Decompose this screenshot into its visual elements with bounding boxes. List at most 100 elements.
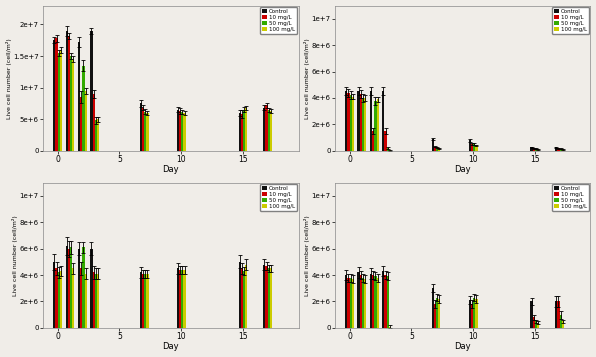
Bar (268, 268, 270, 328)
Bar (80, 268, 82, 328)
Bar (530, 301, 533, 328)
Bar (142, 108, 144, 151)
Bar (562, 150, 564, 151)
Bar (387, 276, 389, 328)
Bar (535, 321, 537, 328)
Bar (370, 91, 372, 151)
Bar (147, 113, 148, 151)
Bar (468, 300, 471, 328)
Bar (238, 113, 241, 151)
Bar (90, 249, 92, 328)
Bar (370, 274, 372, 328)
Bar (377, 278, 378, 328)
Bar (92, 272, 95, 328)
Bar (68, 36, 70, 151)
Bar (78, 42, 80, 151)
Bar (374, 276, 377, 328)
Bar (245, 108, 247, 151)
Bar (438, 148, 440, 151)
Bar (90, 31, 92, 151)
Bar (241, 268, 243, 328)
Bar (80, 97, 82, 151)
Bar (555, 301, 557, 328)
Bar (147, 274, 148, 328)
Bar (72, 268, 74, 328)
Bar (389, 150, 391, 151)
Bar (476, 146, 477, 151)
Bar (382, 91, 384, 151)
Bar (58, 272, 60, 328)
Bar (179, 270, 181, 328)
Bar (70, 247, 72, 328)
Bar (533, 148, 535, 151)
X-axis label: Day: Day (162, 165, 179, 174)
Bar (243, 271, 245, 328)
Bar (364, 98, 367, 151)
Bar (436, 147, 438, 151)
Bar (557, 148, 560, 151)
Bar (144, 274, 147, 328)
Bar (352, 97, 354, 151)
Bar (377, 99, 378, 151)
Bar (358, 91, 360, 151)
Bar (350, 278, 352, 328)
Bar (55, 268, 58, 328)
Bar (358, 272, 360, 328)
Bar (530, 147, 533, 151)
Bar (352, 279, 354, 328)
Bar (537, 150, 539, 151)
Bar (372, 131, 374, 151)
Bar (270, 111, 272, 151)
Bar (97, 119, 99, 151)
Bar (362, 278, 364, 328)
Bar (471, 304, 473, 328)
Bar (387, 148, 389, 151)
Bar (557, 301, 560, 328)
Bar (471, 144, 473, 151)
Bar (139, 104, 142, 151)
Bar (265, 105, 268, 151)
Bar (347, 93, 350, 151)
Bar (60, 271, 62, 328)
Bar (562, 321, 564, 328)
Bar (364, 279, 367, 328)
Bar (345, 91, 347, 151)
Bar (78, 249, 80, 328)
Bar (95, 120, 97, 151)
Y-axis label: Live cell number (cell/m²): Live cell number (cell/m²) (304, 215, 310, 296)
X-axis label: Day: Day (454, 342, 471, 351)
Bar (142, 274, 144, 328)
Bar (537, 323, 539, 328)
Legend: Control, 10 mg/L, 50 mg/L, 100 mg/L: Control, 10 mg/L, 50 mg/L, 100 mg/L (260, 7, 297, 34)
Bar (66, 246, 68, 328)
Bar (533, 317, 535, 328)
Bar (245, 265, 247, 328)
Bar (177, 110, 179, 151)
Bar (360, 275, 362, 328)
Bar (434, 304, 436, 328)
Bar (82, 66, 85, 151)
Bar (72, 59, 74, 151)
Bar (372, 275, 374, 328)
Y-axis label: Live cell number (cell/m²): Live cell number (cell/m²) (304, 38, 310, 119)
Bar (382, 271, 384, 328)
Bar (68, 249, 70, 328)
Bar (434, 147, 436, 151)
Bar (95, 274, 97, 328)
Bar (241, 114, 243, 151)
Bar (85, 274, 87, 328)
Bar (181, 270, 184, 328)
Bar (374, 101, 377, 151)
Bar (535, 149, 537, 151)
Bar (473, 297, 476, 328)
Bar (184, 270, 185, 328)
Bar (350, 95, 352, 151)
Bar (184, 113, 185, 151)
Bar (360, 94, 362, 151)
Bar (139, 272, 142, 328)
Legend: Control, 10 mg/L, 50 mg/L, 100 mg/L: Control, 10 mg/L, 50 mg/L, 100 mg/L (260, 184, 297, 211)
Bar (177, 268, 179, 328)
Bar (384, 275, 387, 328)
Bar (144, 112, 147, 151)
Bar (263, 265, 265, 328)
